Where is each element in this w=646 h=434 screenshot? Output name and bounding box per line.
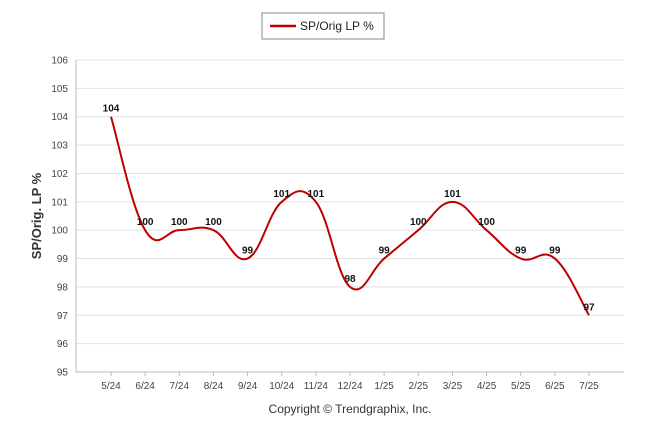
gridlines: [76, 59, 624, 373]
x-tick-label: 2/25: [409, 381, 429, 392]
copyright-text: Copyright © Trendgraphix, Inc.: [269, 402, 432, 416]
y-tick-label: 105: [51, 84, 68, 95]
legend: SP/Orig LP %: [261, 12, 385, 40]
y-tick-label: 97: [57, 311, 69, 322]
data-label: 97: [583, 302, 595, 313]
y-tick-label: 106: [51, 56, 68, 67]
y-tick-label: 95: [57, 368, 69, 379]
y-tick-label: 102: [51, 169, 68, 180]
y-axis-title: SP/Orig. LP %: [29, 172, 44, 259]
data-label: 100: [205, 217, 222, 228]
y-axis-ticks: 95 96 97 98 99 100 101 102 103 104 105 106: [51, 56, 68, 379]
data-label: 99: [242, 246, 254, 257]
y-tick-label: 101: [51, 197, 68, 208]
x-tick-label: 6/25: [545, 381, 565, 392]
data-label: 99: [515, 246, 527, 257]
x-tick-label: 4/25: [477, 381, 497, 392]
data-label: 99: [379, 246, 391, 257]
data-label: 100: [171, 217, 188, 228]
data-label: 104: [103, 104, 120, 115]
x-axis-ticks: 5/24 6/24 7/24 8/24 9/24 10/24 11/24 12/24 1/25 2…: [101, 372, 599, 392]
x-tick-label: 6/24: [135, 381, 155, 392]
data-label: 101: [273, 189, 290, 200]
series-line-group: [110, 116, 590, 316]
y-tick-label: 99: [57, 254, 69, 265]
x-tick-label: 3/25: [443, 381, 463, 392]
data-label: 99: [549, 246, 561, 257]
x-tick-label: 5/24: [101, 381, 121, 392]
data-label: 100: [137, 217, 154, 228]
y-tick-label: 104: [51, 112, 68, 123]
x-tick-label: 7/25: [579, 381, 599, 392]
data-label: 100: [410, 217, 427, 228]
data-label: 98: [344, 274, 356, 285]
y-tick-label: 96: [57, 339, 69, 350]
axes: [75, 60, 624, 373]
data-label: 100: [478, 217, 495, 228]
legend-label: SP/Orig LP %: [300, 19, 374, 33]
y-tick-label: 98: [57, 282, 69, 293]
y-tick-label: 100: [51, 226, 68, 237]
y-tick-label: 103: [51, 141, 68, 152]
x-tick-label: 8/24: [204, 381, 224, 392]
x-tick-label: 10/24: [269, 381, 294, 392]
x-tick-label: 5/25: [511, 381, 531, 392]
x-tick-label: 1/25: [374, 381, 394, 392]
data-label: 101: [444, 189, 461, 200]
data-label: 101: [308, 189, 325, 200]
x-tick-label: 7/24: [170, 381, 190, 392]
x-tick-label: 11/24: [304, 381, 329, 392]
data-labels: 104 100 100 100 99 101 101 98 99 100 101 100 99 99 97: [103, 104, 595, 314]
series-line-0: [110, 116, 590, 316]
x-tick-label: 12/24: [337, 381, 362, 392]
x-tick-label: 9/24: [238, 381, 258, 392]
